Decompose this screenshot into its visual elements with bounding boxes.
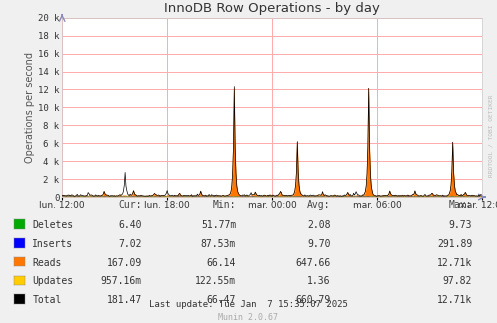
- Text: 647.66: 647.66: [295, 258, 331, 267]
- Text: Last update: Tue Jan  7 15:35:07 2025: Last update: Tue Jan 7 15:35:07 2025: [149, 300, 348, 309]
- Text: 957.16m: 957.16m: [100, 276, 142, 286]
- Text: Min:: Min:: [213, 200, 236, 210]
- Text: 1.36: 1.36: [307, 276, 331, 286]
- Title: InnoDB Row Operations - by day: InnoDB Row Operations - by day: [164, 2, 380, 15]
- Text: 2.08: 2.08: [307, 220, 331, 230]
- Text: Munin 2.0.67: Munin 2.0.67: [219, 313, 278, 322]
- Text: 9.73: 9.73: [449, 220, 472, 230]
- Text: Max:: Max:: [449, 200, 472, 210]
- Text: 9.70: 9.70: [307, 239, 331, 249]
- Text: 12.71k: 12.71k: [437, 258, 472, 267]
- Text: 122.55m: 122.55m: [195, 276, 236, 286]
- Text: 291.89: 291.89: [437, 239, 472, 249]
- Text: 97.82: 97.82: [443, 276, 472, 286]
- Text: Inserts: Inserts: [32, 239, 74, 249]
- Text: 51.77m: 51.77m: [201, 220, 236, 230]
- Text: Total: Total: [32, 295, 62, 305]
- Text: 87.53m: 87.53m: [201, 239, 236, 249]
- Text: Cur:: Cur:: [118, 200, 142, 210]
- Text: Avg:: Avg:: [307, 200, 331, 210]
- Text: 181.47: 181.47: [106, 295, 142, 305]
- Text: 66.14: 66.14: [207, 258, 236, 267]
- Text: 66.47: 66.47: [207, 295, 236, 305]
- Text: 660.79: 660.79: [295, 295, 331, 305]
- Text: RRDTOOL / TOBI OETIKER: RRDTOOL / TOBI OETIKER: [489, 94, 494, 177]
- Text: 12.71k: 12.71k: [437, 295, 472, 305]
- Text: Deletes: Deletes: [32, 220, 74, 230]
- Y-axis label: Operations per second: Operations per second: [25, 52, 35, 163]
- Text: 7.02: 7.02: [118, 239, 142, 249]
- Text: 167.09: 167.09: [106, 258, 142, 267]
- Text: 6.40: 6.40: [118, 220, 142, 230]
- Text: Updates: Updates: [32, 276, 74, 286]
- Text: Reads: Reads: [32, 258, 62, 267]
